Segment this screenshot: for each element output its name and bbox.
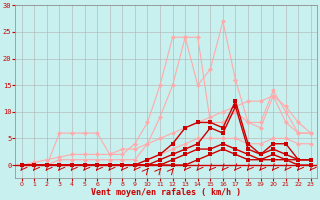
X-axis label: Vent moyen/en rafales ( km/h ): Vent moyen/en rafales ( km/h ) [91, 188, 241, 197]
